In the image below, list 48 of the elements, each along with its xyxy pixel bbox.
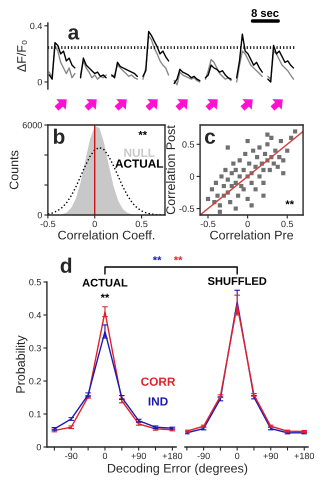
annotation: ** <box>100 294 110 298</box>
y-tick-label: 0.4 <box>29 312 42 318</box>
y-tick-label: 0.4 <box>30 22 42 30</box>
y-tick-label: 0.3 <box>29 344 41 352</box>
x-tick-label: -90 <box>65 452 78 460</box>
y-axis-title: Correlation Post <box>166 125 176 214</box>
y-tick-label: -0.5 <box>179 206 194 212</box>
x-tick-label: +90 <box>264 452 278 460</box>
y-axis-title: ΔF/F₀ <box>16 40 27 72</box>
y-tick-label: 0.5 <box>182 141 194 148</box>
x-tick-label: -0.5 <box>200 220 216 228</box>
x-tick-label: 0.5 <box>281 220 294 228</box>
y-tick-label: 0 <box>36 444 41 450</box>
chart-title: d <box>60 258 72 273</box>
x-axis-title: Decoding Error (degrees) <box>108 464 248 476</box>
annotation: ACTUAL <box>82 278 128 287</box>
series-label: CORR <box>141 377 176 386</box>
annotation: ** <box>285 200 294 204</box>
y-tick-label: 6000 <box>22 122 42 128</box>
chart-title: b <box>54 128 64 144</box>
x-tick-label: 0 <box>102 452 108 460</box>
x-tick-label: 0 <box>235 452 240 460</box>
y-axis-title: Counts <box>10 150 18 190</box>
text: ** <box>152 256 162 260</box>
x-tick-label: 0 <box>92 220 97 228</box>
x-tick-label: 0 <box>245 220 250 228</box>
x-tick-label: 0.5 <box>136 220 148 228</box>
x-tick-label: -90 <box>198 452 210 460</box>
text: 8 sec <box>251 9 279 17</box>
y-tick-label: 0.5 <box>29 278 41 286</box>
annotation: SHUFFLED <box>208 277 266 285</box>
y-tick-label: 0 <box>190 173 194 180</box>
chart-title: c <box>205 132 216 144</box>
x-tick-label: +180 <box>294 452 314 460</box>
x-tick-label: +180 <box>162 452 182 460</box>
chart-title: a <box>68 28 80 40</box>
y-tick-label: 0 <box>38 78 42 86</box>
annotation: ** <box>138 131 148 136</box>
x-tick-label: +90 <box>131 452 146 460</box>
x-axis-title: Correlation Coeff. <box>58 230 154 240</box>
y-tick-label: 0 <box>38 212 42 218</box>
series-label: ACTUAL <box>115 159 164 168</box>
y-axis-title: Probability <box>16 335 28 393</box>
text: ** <box>174 256 182 260</box>
y-tick-label: 0.1 <box>29 410 41 418</box>
series-label: IND <box>148 397 168 406</box>
y-tick-label: 0.2 <box>29 378 41 384</box>
x-axis-title: Correlation Pre <box>210 230 294 240</box>
